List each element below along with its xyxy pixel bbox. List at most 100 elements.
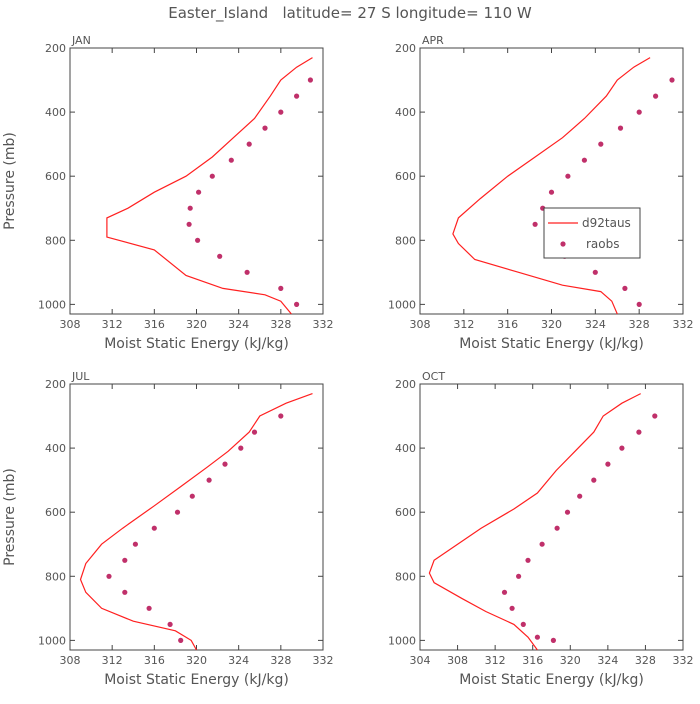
- x-tick-label: 312: [453, 318, 474, 331]
- raob-point: [278, 109, 284, 115]
- raob-point: [167, 621, 173, 628]
- raob-point: [206, 477, 212, 483]
- raob-point: [554, 525, 560, 531]
- raob-point: [217, 253, 223, 259]
- x-tick-label: 304: [410, 654, 431, 667]
- y-axis-label: Pressure (mb): [2, 132, 18, 230]
- x-tick-label: 324: [228, 318, 249, 331]
- model-line: [79, 393, 313, 651]
- y-tick-label: 200: [45, 42, 66, 55]
- model-line: [106, 57, 313, 315]
- panel-jan: JAN 308 312 316 320 324 328 332 200 400 600 800 1000…: [2, 34, 334, 352]
- panel-jul: JUL 308 312 316 320 324 328 332 200 400 600 800 1000…: [2, 370, 334, 688]
- x-tick-label: 312: [485, 654, 506, 667]
- raob-point: [534, 634, 541, 640]
- model-line: [452, 57, 651, 315]
- y-tick-label: 1000: [38, 298, 66, 311]
- x-tick-label: 324: [597, 654, 618, 667]
- raob-point: [251, 429, 258, 435]
- x-tick-label: 308: [410, 318, 431, 331]
- raob-point: [294, 301, 300, 307]
- y-tick-label: 400: [395, 442, 416, 455]
- raob-point: [653, 93, 659, 99]
- raob-point: [520, 621, 526, 628]
- x-tick-label: 312: [102, 654, 123, 667]
- raob-point: [151, 525, 157, 531]
- raob-point: [146, 605, 152, 611]
- x-tick-label: 316: [522, 654, 543, 667]
- y-tick-label: 800: [45, 234, 66, 247]
- panel-title: JAN: [71, 34, 91, 47]
- plot-frame: [419, 47, 684, 315]
- raob-point: [122, 589, 128, 595]
- x-tick-label: 332: [673, 318, 694, 331]
- y-tick-label: 400: [395, 106, 416, 119]
- raob-point: [278, 413, 284, 419]
- x-tick-label: 308: [60, 318, 81, 331]
- raob-point: [539, 541, 545, 547]
- raob-point: [132, 541, 138, 547]
- x-tick-label: 320: [560, 654, 581, 667]
- x-tick-label: 320: [541, 318, 562, 331]
- x-tick-label: 332: [313, 654, 334, 667]
- raob-point: [636, 301, 642, 307]
- raob-point: [294, 93, 300, 99]
- x-tick-label: 328: [270, 318, 291, 331]
- raob-point: [577, 493, 583, 499]
- x-tick-label: 316: [144, 318, 165, 331]
- x-tick-label: 312: [102, 318, 123, 331]
- raob-point: [246, 141, 252, 147]
- x-tick-label: 328: [629, 318, 650, 331]
- raob-point: [548, 189, 555, 195]
- panel-title: JUL: [71, 370, 90, 383]
- raob-point: [592, 269, 598, 275]
- y-tick-label: 200: [45, 378, 66, 391]
- x-tick-label: 332: [313, 318, 334, 331]
- y-tick-label: 400: [45, 106, 66, 119]
- legend-box: [543, 207, 641, 259]
- x-tick-label: 316: [144, 654, 165, 667]
- raob-point: [178, 637, 184, 644]
- raob-point: [516, 573, 522, 579]
- raob-point: [209, 173, 215, 179]
- y-tick-label: 800: [395, 234, 416, 247]
- x-tick-label: 320: [186, 318, 207, 331]
- x-axis-label: Moist Static Energy (kJ/kg): [459, 336, 644, 352]
- raob-point: [636, 429, 642, 435]
- panel-apr: APR 308 312 316 320 324 328 332 200 400 600 800 1000…: [388, 34, 694, 352]
- raob-point: [564, 509, 571, 515]
- raob-point: [622, 285, 628, 291]
- raob-point: [196, 189, 202, 195]
- raob-point: [591, 477, 597, 483]
- x-tick-label: 320: [186, 654, 207, 667]
- y-tick-label: 600: [395, 170, 416, 183]
- raob-point: [617, 125, 624, 131]
- raob-point: [565, 173, 571, 179]
- raob-point: [581, 157, 588, 163]
- raob-point: [598, 141, 604, 147]
- raob-point: [187, 205, 193, 211]
- x-tick-label: 328: [270, 654, 291, 667]
- x-tick-label: 316: [497, 318, 518, 331]
- raob-point: [278, 285, 284, 291]
- raob-point: [106, 573, 112, 579]
- x-tick-label: 328: [635, 654, 656, 667]
- raob-point: [652, 413, 658, 419]
- raob-point: [262, 125, 268, 131]
- panel-title: APR: [422, 34, 444, 47]
- model-line: [428, 393, 641, 651]
- raob-point: [550, 637, 557, 644]
- raob-point: [636, 109, 642, 115]
- raob-point: [122, 557, 128, 563]
- figure-title: Easter_Island latitude= 27 S longitude= …: [168, 4, 532, 23]
- raob-point: [307, 77, 313, 83]
- raob-point: [238, 445, 244, 451]
- x-tick-label: 308: [60, 654, 81, 667]
- x-axis-label: Moist Static Energy (kJ/kg): [104, 336, 289, 352]
- raob-point: [525, 557, 531, 563]
- raob-point: [605, 461, 611, 467]
- x-tick-label: 332: [673, 654, 694, 667]
- raob-point: [532, 221, 538, 227]
